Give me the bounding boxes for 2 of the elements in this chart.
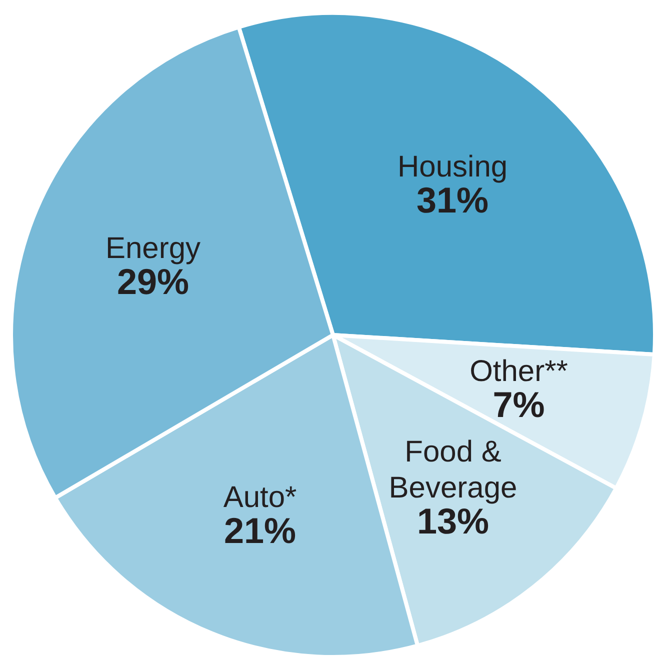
slice-label: Food & Beverage [388, 435, 518, 504]
slice-label: Energy [105, 232, 201, 265]
